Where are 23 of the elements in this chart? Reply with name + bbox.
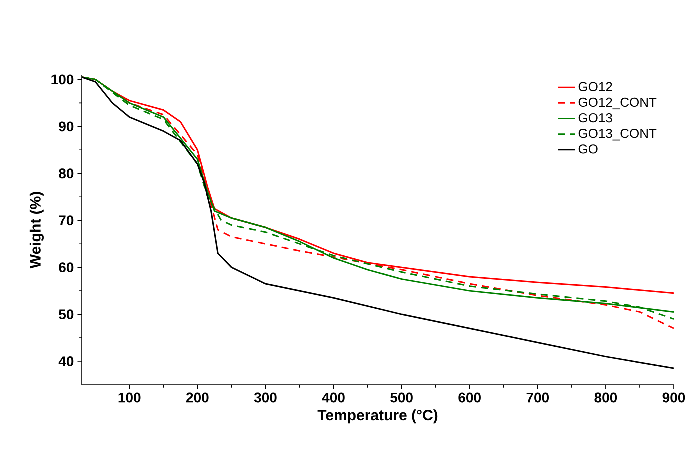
y-tick-label: 90 — [59, 122, 74, 132]
y-tick-label: 100 — [52, 74, 74, 85]
x-tick-label: 100 — [118, 392, 141, 403]
x-tick-label: 600 — [458, 392, 481, 403]
y-tick-label: 80 — [59, 168, 74, 179]
x-tick-label: 800 — [594, 392, 618, 403]
y-axis-title: Weight (%) — [30, 192, 44, 269]
y-tick-label: 40 — [58, 356, 74, 366]
x-tick-label: 300 — [254, 392, 277, 403]
x-tick-label: 200 — [186, 392, 209, 403]
x-tick-label: 700 — [526, 392, 550, 403]
x-tick-label: 400 — [322, 392, 345, 403]
x-tick-label: 500 — [390, 392, 413, 403]
y-tick-label: 50 — [59, 310, 74, 320]
y-tick-label: 70 — [59, 216, 74, 226]
y-tick-label: 60 — [59, 262, 74, 273]
x-tick-label: 900 — [662, 392, 686, 403]
legend-label: GO13_CONT — [578, 129, 657, 141]
legend-label: GO13 — [578, 113, 612, 123]
x-axis-title: Temperature (°C) — [318, 410, 438, 424]
legend-label: GO12 — [578, 82, 612, 92]
legend-label: GO — [578, 144, 598, 154]
legend-label: GO12_CONT — [578, 98, 657, 110]
